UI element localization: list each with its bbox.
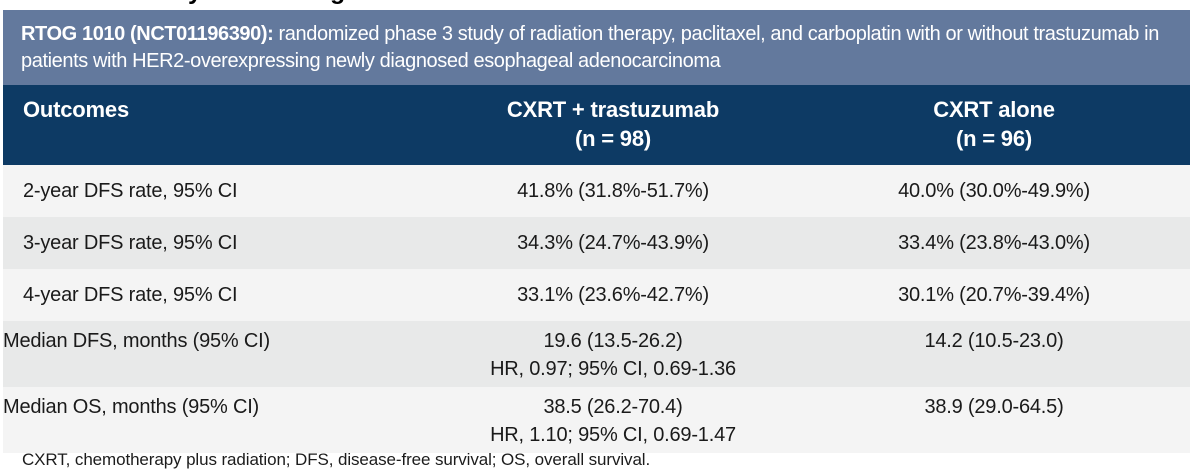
row-label: 3-year DFS rate, 95% CI [23, 232, 238, 254]
study-title: RTOG 1010 (NCT01196390): randomized phas… [21, 21, 1172, 75]
arm2-value: 40.0% (30.0%-49.9%) [898, 180, 1090, 202]
arm1-value-line2-hr: HR, 1.10; 95% CI, 0.69-1.47 [490, 424, 736, 446]
arm1-value: 41.8% (31.8%-51.7%) [517, 180, 709, 202]
study-banner: RTOG 1010 (NCT01196390): randomized phas… [3, 10, 1190, 85]
table-header-row: Outcomes CXRT + trastuzumab (n = 98) CXR… [3, 85, 1190, 165]
table-row-median-dfs: Median DFS, months (95% CI) 19.6 (13.5-2… [3, 321, 1190, 387]
outcomes-table: Outcomes CXRT + trastuzumab (n = 98) CXR… [3, 85, 1190, 453]
column-header-arm2-n: (n = 96) [955, 126, 1033, 151]
table-row-4yr-dfs: 4-year DFS rate, 95% CI 33.1% (23.6%-42.… [3, 269, 1190, 321]
arm1-value: 19.6 (13.5-26.2) HR, 0.97; 95% CI, 0.69-… [428, 321, 798, 387]
arm1-value: 33.1% (23.6%-42.7%) [517, 284, 709, 306]
arm1-value-line2-hr: HR, 0.97; 95% CI, 0.69-1.36 [490, 358, 736, 380]
arm1-value-line1: 19.6 (13.5-26.2) [543, 330, 683, 352]
study-title-description: randomized phase 3 study of radiation th… [21, 22, 1159, 72]
table-row-3yr-dfs: 3-year DFS rate, 95% CI 34.3% (24.7%-43.… [3, 217, 1190, 269]
arm2-value: 14.2 (10.5-23.0) [924, 330, 1064, 352]
table-row-2yr-dfs: 2-year DFS rate, 95% CI 41.8% (31.8%-51.… [3, 165, 1190, 217]
arm1-value: 34.3% (24.7%-43.9%) [517, 232, 709, 254]
column-header-arm1-name: CXRT + trastuzumab [506, 97, 720, 122]
row-label: Median DFS, months (95% CI) [3, 330, 270, 352]
arm2-value: 38.9 (29.0-64.5) [924, 396, 1064, 418]
cropped-glyph-y: y [188, 0, 202, 4]
arm1-value-line1: 38.5 (26.2-70.4) [543, 396, 683, 418]
row-label: 4-year DFS rate, 95% CI [23, 284, 238, 306]
column-header-outcomes: Outcomes [3, 85, 428, 165]
cropped-heading-remnant: y g [0, 0, 420, 7]
trial-table-container: RTOG 1010 (NCT01196390): randomized phas… [3, 10, 1190, 453]
arm2-value: 30.1% (20.7%-39.4%) [898, 284, 1090, 306]
abbreviations-footnote: CXRT, chemotherapy plus radiation; DFS, … [22, 450, 651, 469]
column-header-arm1: CXRT + trastuzumab (n = 98) [428, 85, 798, 165]
column-header-arm2-name: CXRT alone [933, 97, 1055, 122]
row-label: 2-year DFS rate, 95% CI [23, 180, 238, 202]
column-header-arm2: CXRT alone (n = 96) [798, 85, 1190, 165]
cropped-glyph-g: g [330, 0, 345, 4]
arm1-value: 38.5 (26.2-70.4) HR, 1.10; 95% CI, 0.69-… [428, 387, 798, 453]
table-row-median-os: Median OS, months (95% CI) 38.5 (26.2-70… [3, 387, 1190, 453]
column-header-arm1-n: (n = 98) [574, 126, 652, 151]
study-title-id: RTOG 1010 (NCT01196390): [21, 22, 274, 45]
arm2-value: 33.4% (23.8%-43.0%) [898, 232, 1090, 254]
row-label: Median OS, months (95% CI) [3, 396, 260, 418]
